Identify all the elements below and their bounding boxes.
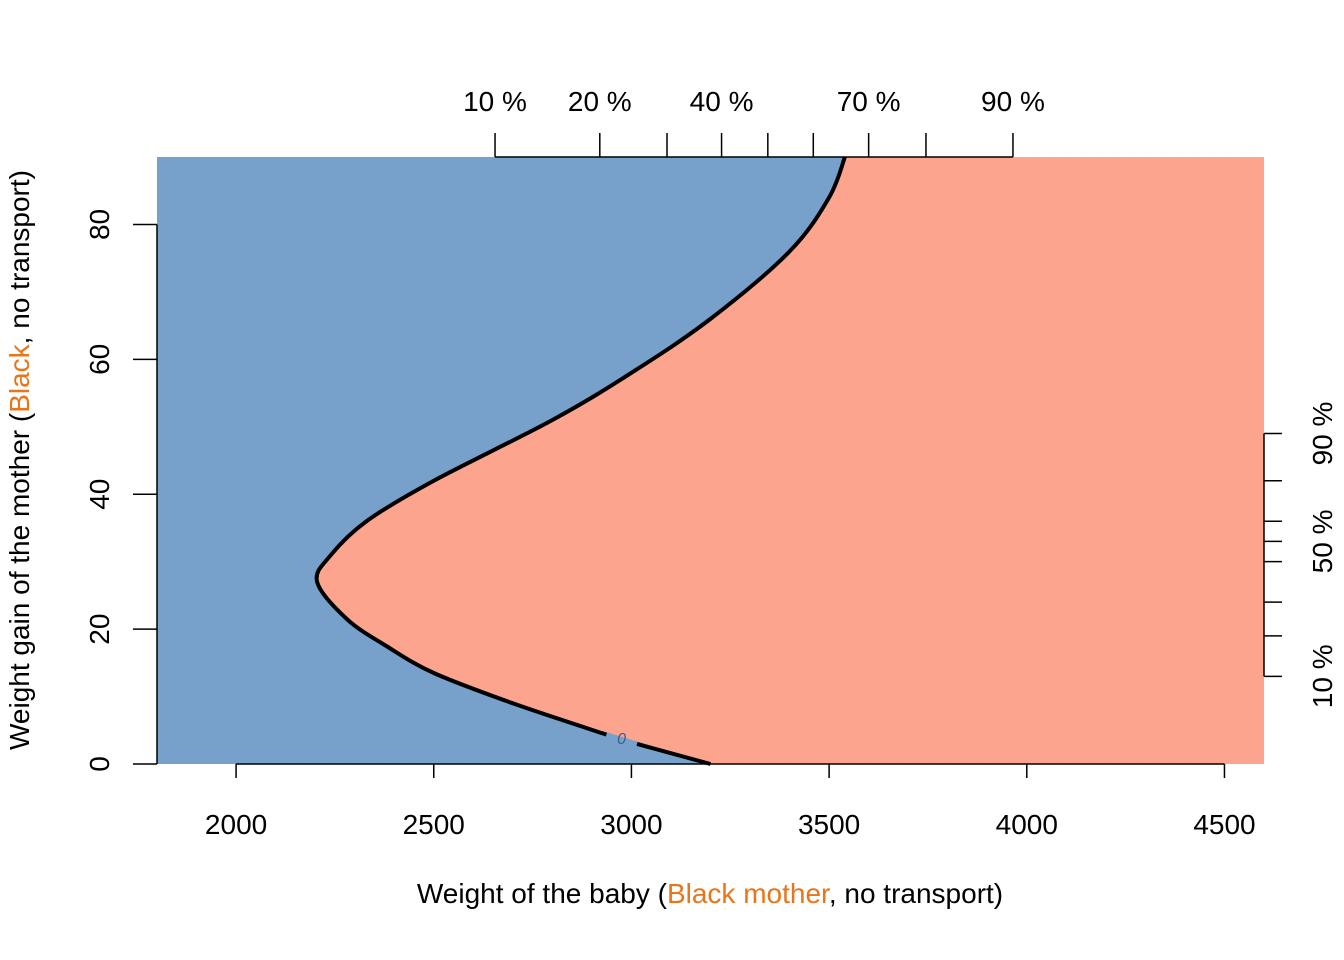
left-region bbox=[157, 157, 845, 764]
y-tick-label: 80 bbox=[84, 209, 115, 240]
x-quantile-axis: 10 % 20 % 40 % 70 % 90 % bbox=[463, 86, 1045, 158]
x-tick-label: 3500 bbox=[798, 809, 860, 840]
y-tick-label: 20 bbox=[84, 614, 115, 645]
x-axis: 2000 2500 3000 3500 4000 4500 bbox=[205, 763, 1256, 840]
x-tick-label: 2500 bbox=[403, 809, 465, 840]
decision-boundary-line bbox=[314, 156, 847, 737]
x-tick-label: 4000 bbox=[996, 809, 1058, 840]
y-axis-title-part: Weight gain of the mother ( bbox=[4, 412, 35, 750]
y-axis-title-part: , no transport) bbox=[4, 170, 35, 344]
decision-boundary-line bbox=[636, 741, 712, 766]
classification-regions bbox=[157, 157, 1264, 764]
y-quantile-axis: 10 % 50 % 90 % bbox=[1263, 402, 1338, 708]
x-quantile-label: 20 % bbox=[568, 86, 632, 117]
y-quantile-label: 50 % bbox=[1307, 510, 1338, 574]
y-axis-title-highlight: Black bbox=[4, 343, 35, 412]
x-axis-title: Weight of the baby (Black mother, no tra… bbox=[417, 878, 1003, 909]
x-axis-title-highlight: Black mother bbox=[667, 878, 830, 909]
y-quantile-label: 10 % bbox=[1307, 644, 1338, 708]
x-axis-title-part: Weight of the baby ( bbox=[417, 878, 668, 909]
y-axis-title: Weight gain of the mother (Black, no tra… bbox=[4, 170, 35, 750]
x-tick-label: 4500 bbox=[1193, 809, 1255, 840]
x-tick-label: 3000 bbox=[600, 809, 662, 840]
y-axis: 0 20 40 60 80 bbox=[84, 209, 158, 772]
y-tick-label: 60 bbox=[84, 344, 115, 375]
x-quantile-label: 70 % bbox=[837, 86, 901, 117]
contour-level-label: 0 bbox=[617, 731, 626, 748]
x-tick-label: 2000 bbox=[205, 809, 267, 840]
x-quantile-label: 10 % bbox=[463, 86, 527, 117]
x-quantile-label: 90 % bbox=[981, 86, 1045, 117]
x-axis-title-part: , no transport) bbox=[829, 878, 1003, 909]
y-tick-label: 40 bbox=[84, 479, 115, 510]
y-tick-label: 0 bbox=[84, 756, 115, 772]
x-quantile-label: 40 % bbox=[690, 86, 754, 117]
y-quantile-label: 90 % bbox=[1307, 402, 1338, 466]
